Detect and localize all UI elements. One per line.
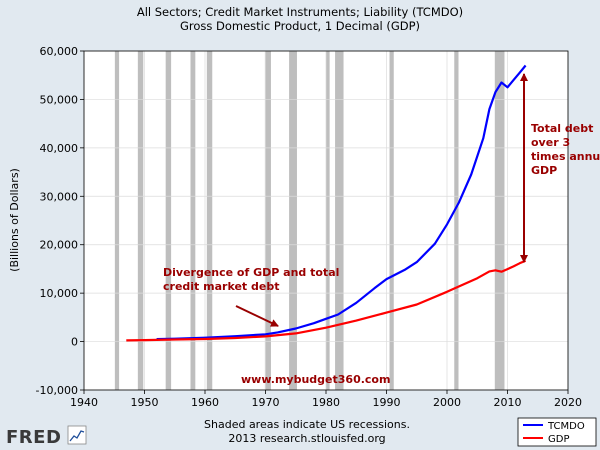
y-tick-label: 40,000	[40, 142, 79, 155]
annotation-total-debt-line2: over 3	[531, 136, 570, 149]
x-tick-label: 2020	[554, 396, 582, 409]
x-tick-label: 1980	[312, 396, 340, 409]
divergence-arrow	[235, 305, 279, 327]
x-tick-label: 1940	[70, 396, 98, 409]
footer-note-line1: Shaded areas indicate US recessions.	[204, 418, 410, 431]
fred-logo-chart-icon	[67, 425, 87, 445]
annotation-total-debt-line1: Total debt	[531, 122, 593, 135]
legend-label-tcmdo: TCMDO	[547, 421, 585, 432]
y-tick-label: 50,000	[40, 93, 79, 106]
annotation-divergence-line2: credit market debt	[163, 280, 279, 293]
x-tick-label: 2010	[494, 396, 522, 409]
recession-bar-10	[454, 51, 459, 390]
fred-logo-chart-line-icon	[69, 430, 85, 442]
recession-bar-3	[190, 51, 196, 390]
x-tick-label: 1950	[131, 396, 159, 409]
footer-note-line2: 2013 research.stlouisfed.org	[228, 432, 385, 445]
y-tick-label: 60,000	[40, 45, 79, 58]
y-tick-label: -10,000	[36, 384, 78, 397]
x-tick-label: 1970	[252, 396, 280, 409]
series-line-gdp	[126, 259, 527, 342]
chart-title-line2: Gross Domestic Product, 1 Decimal (GDP)	[180, 19, 420, 33]
annotation-divergence-line1: Divergence of GDP and total	[163, 266, 339, 279]
annotation-total-debt-line4: GDP	[531, 164, 557, 177]
recession-bar-0	[114, 51, 120, 390]
annotation-total-debt-line3: times annual	[531, 150, 600, 163]
recession-bar-11	[494, 51, 505, 390]
recession-bar-4	[206, 51, 213, 390]
x-tick-label: 1990	[373, 396, 401, 409]
recession-bar-7	[326, 51, 330, 390]
x-tick-label: 2000	[433, 396, 461, 409]
chart-title-line1: All Sectors; Credit Market Instruments; …	[137, 5, 463, 19]
legend-box	[517, 417, 597, 447]
y-tick-label: 0	[71, 336, 78, 349]
recession-bar-8	[335, 51, 344, 390]
y-tick-label: 30,000	[40, 190, 79, 203]
recession-bar-9	[389, 51, 394, 390]
legend: TCMDO GDP	[517, 417, 597, 447]
watermark: www.mybudget360.com	[241, 373, 390, 386]
recession-bar-5	[264, 51, 271, 390]
y-tick-label: 10,000	[40, 287, 79, 300]
legend-label-gdp: GDP	[548, 434, 569, 445]
recession-bar-6	[289, 51, 297, 390]
y-axis-label: (Billions of Dollars)	[8, 168, 21, 272]
y-tick-label: 20,000	[40, 239, 79, 252]
recession-bar-1	[137, 51, 144, 390]
series-line-tcmdo	[156, 64, 527, 341]
recession-bar-2	[165, 51, 172, 390]
x-tick-label: 1960	[191, 396, 219, 409]
fred-logo: FRED	[6, 425, 87, 448]
fred-logo-text: FRED	[6, 427, 61, 448]
